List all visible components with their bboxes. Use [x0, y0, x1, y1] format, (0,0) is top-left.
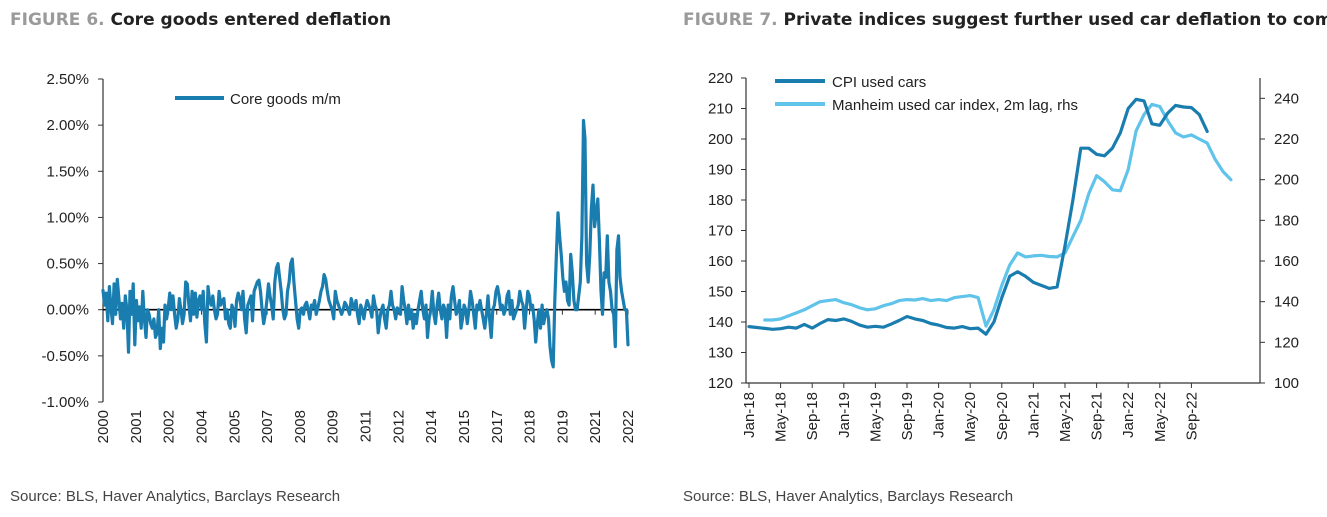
x-tick-label: 2012 [390, 410, 407, 443]
x-tick-label: May-22 [1152, 392, 1169, 442]
y-right-tick-label: 220 [1274, 131, 1299, 148]
figure-7-number: FIGURE 7. [683, 10, 778, 30]
y-right-tick-label: 240 [1274, 90, 1299, 107]
y-left-tick-label: 150 [708, 284, 733, 301]
x-tick-label: 2005 [226, 410, 243, 443]
legend-label: Core goods m/m [230, 91, 341, 108]
y-left-tick-label: 200 [708, 131, 733, 148]
y-left-tick-label: 190 [708, 162, 733, 179]
y-left-tick-label: 140 [708, 314, 733, 331]
x-tick-label: 2002 [161, 410, 178, 443]
figure-7-source: Source: BLS, Haver Analytics, Barclays R… [683, 488, 1014, 505]
x-tick-label: 2001 [128, 410, 145, 443]
x-tick-label: 2011 [358, 410, 375, 442]
y-right-tick-label: 120 [1274, 334, 1299, 351]
x-tick-label: Jan-20 [931, 392, 948, 438]
legend-label: Manheim used car index, 2m lag, rhs [832, 97, 1078, 114]
x-tick-label: 2022 [620, 410, 637, 443]
y-right-tick-label: 200 [1274, 172, 1299, 189]
y-right-tick-label: 140 [1274, 294, 1299, 311]
y-right-tick-label: 160 [1274, 253, 1299, 270]
x-tick-label: Jan-18 [741, 392, 758, 438]
x-tick-label: Sep-19 [899, 392, 916, 440]
y-tick-label: 0.00% [46, 302, 89, 319]
x-tick-label: May-19 [867, 392, 884, 442]
x-tick-label: 2018 [522, 410, 539, 443]
x-tick-label: Jan-21 [1025, 392, 1042, 438]
x-tick-label: May-20 [962, 392, 979, 442]
x-tick-label: Sep-20 [994, 392, 1011, 440]
x-tick-label: 2009 [325, 410, 342, 443]
y-right-tick-label: 180 [1274, 212, 1299, 229]
x-tick-label: 2017 [489, 410, 506, 443]
x-tick-label: Jan-19 [836, 392, 853, 438]
y-tick-label: -1.00% [41, 394, 89, 411]
y-left-tick-label: 220 [708, 70, 733, 87]
figure-6-source: Source: BLS, Haver Analytics, Barclays R… [10, 488, 341, 505]
y-tick-label: 2.50% [46, 71, 89, 88]
x-tick-label: 2021 [587, 410, 604, 443]
x-tick-label: 2008 [292, 410, 309, 443]
series-line-manheim-used-car-index-2m-lag-rhs [763, 102, 1233, 328]
y-left-tick-label: 180 [708, 192, 733, 209]
y-right-tick-label: 100 [1274, 375, 1299, 392]
figure-7-heading: Private indices suggest further used car… [783, 10, 1327, 30]
x-tick-label: 2000 [95, 410, 112, 443]
series-line-core-goods-m-m [101, 118, 630, 369]
x-tick-label: 2014 [423, 410, 440, 443]
x-tick-label: Sep-22 [1183, 392, 1200, 440]
y-tick-label: 0.50% [46, 256, 89, 273]
x-tick-label: Jan-22 [1120, 392, 1137, 438]
x-tick-label: 2004 [193, 410, 210, 443]
y-tick-label: 2.00% [46, 117, 89, 134]
chart-core-goods: -1.00% -0.50% 0.00% 0.50% 1.00% 1.50% 2.00% 2.5… [41, 71, 637, 443]
y-left-tick-label: 120 [708, 375, 733, 392]
series-line-cpi-used-cars [747, 97, 1209, 336]
x-tick-label: 2015 [456, 410, 473, 443]
x-tick-label: Sep-21 [1089, 392, 1106, 440]
chart-used-cars: 120 130 140 150 160 170 180 190 200 210 220 100 120 1… [708, 70, 1299, 442]
figure-7-title: FIGURE 7. Private indices suggest furthe… [683, 10, 1327, 30]
y-left-tick-label: 130 [708, 345, 733, 362]
x-tick-label: 2019 [554, 410, 571, 443]
y-left-tick-label: 170 [708, 223, 733, 240]
figure-6-number: FIGURE 6. [10, 10, 105, 30]
x-tick-label: May-21 [1057, 392, 1074, 442]
y-left-tick-label: 210 [708, 101, 733, 118]
y-tick-label: 1.50% [46, 163, 89, 180]
legend-label: CPI used cars [832, 74, 926, 91]
y-tick-label: 1.00% [46, 209, 89, 226]
x-tick-label: 2007 [259, 410, 276, 443]
figure-6-title: FIGURE 6. Core goods entered deflation [10, 10, 391, 30]
x-tick-label: Sep-18 [804, 392, 821, 440]
y-left-tick-label: 160 [708, 253, 733, 270]
figure-6-heading: Core goods entered deflation [110, 10, 392, 30]
x-tick-label: May-18 [773, 392, 790, 442]
y-tick-label: -0.50% [41, 348, 89, 365]
